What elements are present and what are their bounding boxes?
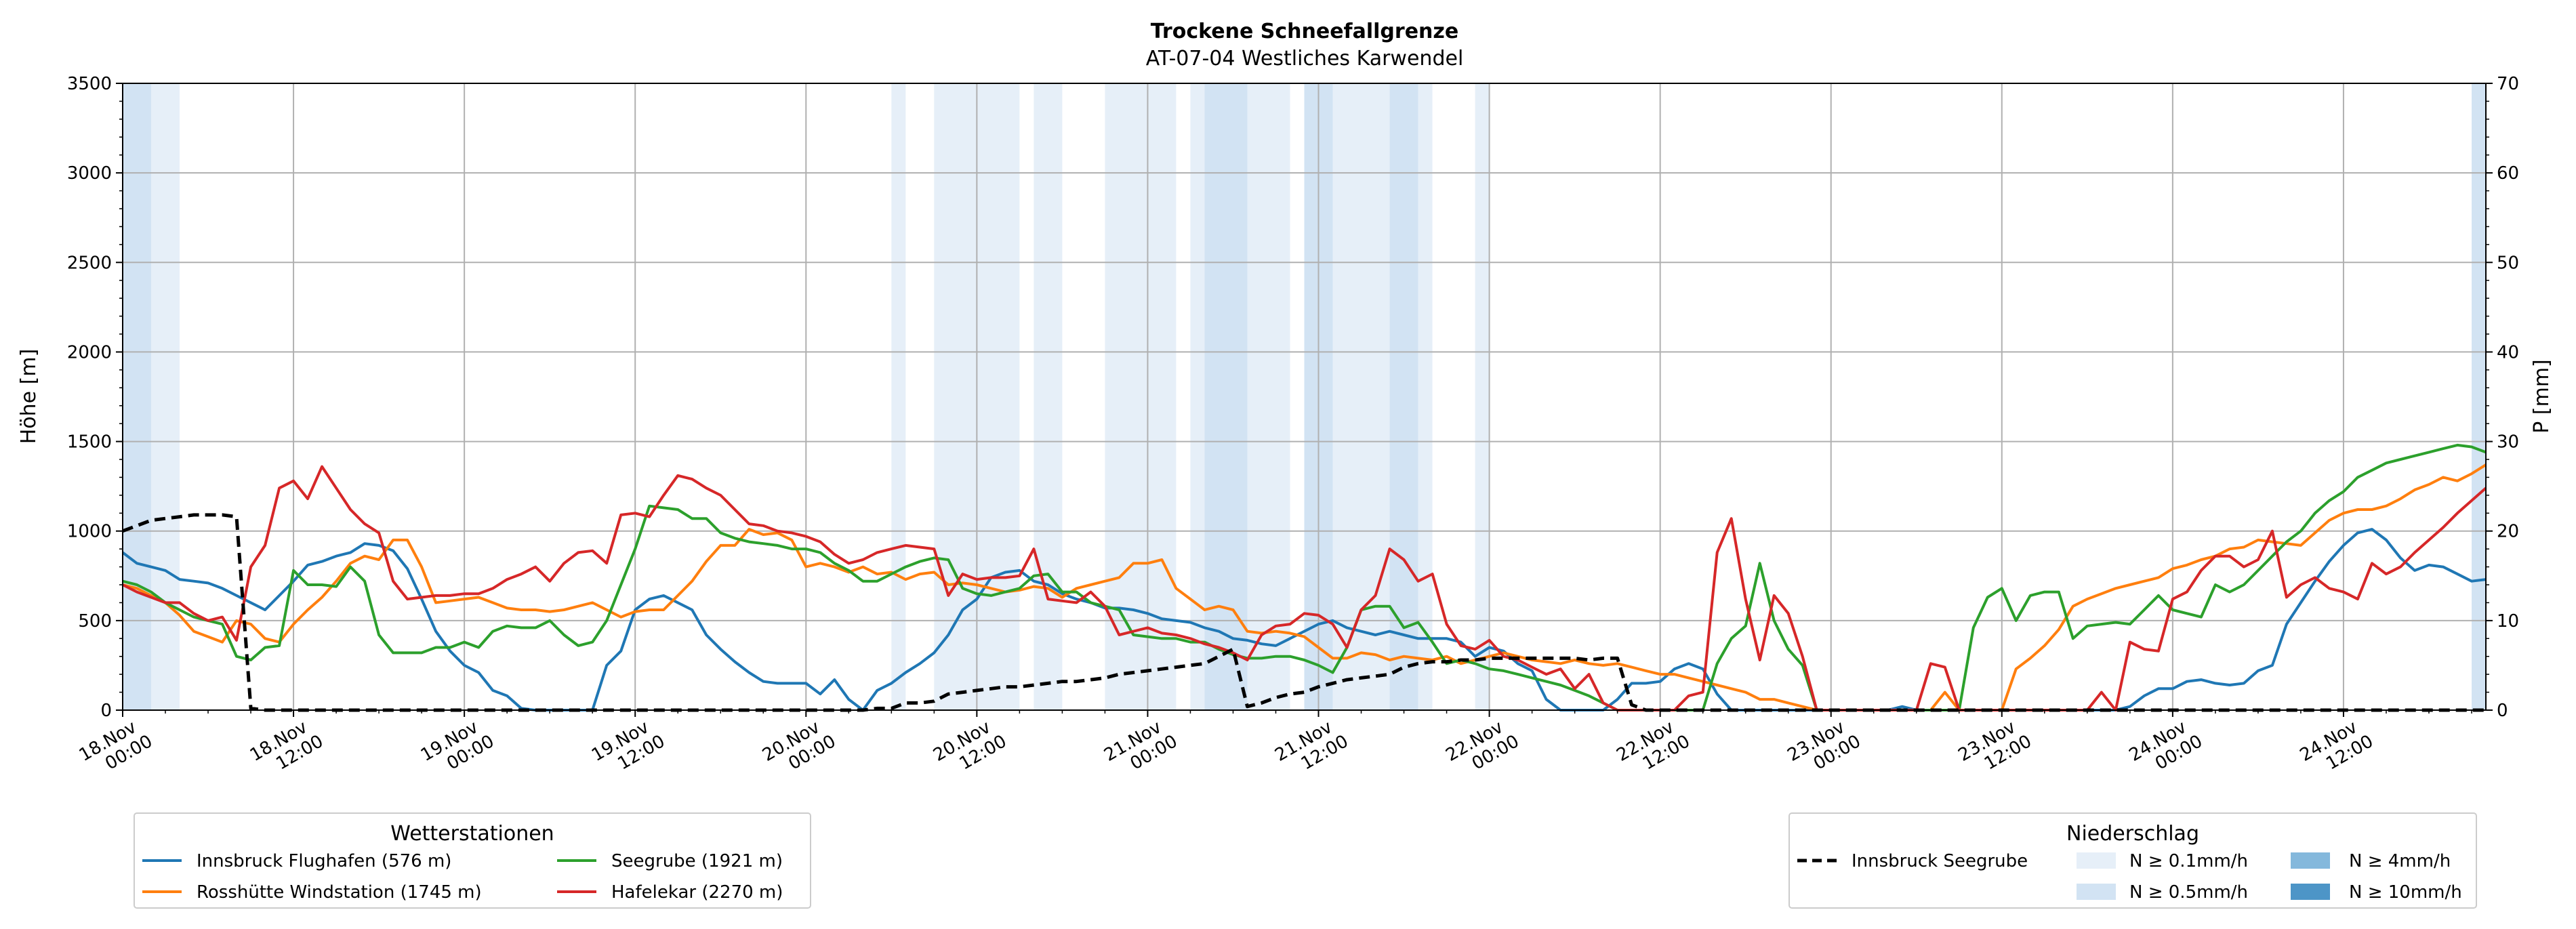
ytick-right-label-4: 40 bbox=[2497, 342, 2519, 363]
xtick-label-5: 20.Nov12:00 bbox=[930, 714, 1010, 783]
precip-band-8 bbox=[1204, 83, 1248, 710]
legend-label-rosshuette: Rosshütte Windstation (1745 m) bbox=[197, 882, 482, 903]
precip-band-13 bbox=[1418, 83, 1433, 710]
precip-band-4 bbox=[977, 83, 1020, 710]
precip-band-6 bbox=[1105, 83, 1177, 710]
xtick-label-10: 23.Nov00:00 bbox=[1784, 714, 1864, 783]
xtick-label-11: 23.Nov12:00 bbox=[1955, 714, 2035, 783]
legend-patch-05 bbox=[2077, 884, 2116, 900]
xtick-label-13: 24.Nov12:00 bbox=[2297, 714, 2377, 783]
series-lines bbox=[121, 443, 2487, 712]
y-axis-label-left: Höhe [m] bbox=[17, 349, 41, 445]
legend-label-hafelekar: Hafelekar (2270 m) bbox=[611, 882, 783, 903]
ytick-left-label-1: 500 bbox=[78, 611, 112, 632]
legend-patch-4 bbox=[2291, 852, 2330, 869]
precip-band-7 bbox=[1190, 83, 1205, 710]
ytick-left-label-4: 2000 bbox=[67, 342, 112, 363]
legend-label-05: N ≥ 0.5mm/h bbox=[2129, 882, 2248, 903]
chart-subtitle: AT-07-04 Westliches Karwendel bbox=[1146, 47, 1464, 70]
ytick-right-label-2: 20 bbox=[2497, 522, 2519, 542]
ytick-left-label-5: 2500 bbox=[67, 253, 112, 273]
series-line-3 bbox=[122, 465, 2487, 711]
legend-precip-title: Niederschlag bbox=[2066, 822, 2199, 846]
legend-precip: Niederschlag Innsbruck Seegrube N ≥ 0.1m… bbox=[1788, 812, 2477, 909]
legend-label-flughafen: Innsbruck Flughafen (576 m) bbox=[197, 851, 451, 871]
plot-frame bbox=[122, 83, 2487, 711]
x-axis: 18.Nov00:00 18.Nov12:00 19.Nov00:00 19.Nov1… bbox=[76, 710, 2472, 783]
ytick-left-label-3: 1500 bbox=[67, 432, 112, 453]
legend-stations-box bbox=[134, 812, 811, 909]
ytick-left-label-0: 0 bbox=[100, 701, 112, 721]
xtick-label-2: 19.Nov00:00 bbox=[417, 714, 497, 783]
legend-patch-01 bbox=[2077, 852, 2116, 869]
legend-stations-title: Wetterstationen bbox=[390, 822, 554, 846]
xtick-label-0: 18.Nov00:00 bbox=[76, 714, 156, 783]
precip-bands bbox=[123, 83, 2486, 710]
xtick-label-12: 24.Nov00:00 bbox=[2126, 714, 2206, 783]
ytick-left-label-6: 3000 bbox=[67, 163, 112, 184]
legend-patch-10 bbox=[2291, 884, 2330, 900]
xtick-label-6: 21.Nov00:00 bbox=[1101, 714, 1181, 783]
precip-band-2 bbox=[891, 83, 906, 710]
precip-band-3 bbox=[934, 83, 977, 710]
legend-label-4: N ≥ 4mm/h bbox=[2349, 851, 2451, 871]
xtick-label-8: 22.Nov00:00 bbox=[1442, 714, 1522, 783]
precip-band-15 bbox=[2471, 83, 2486, 710]
legend-stations: Wetterstationen Innsbruck Flughafen (576… bbox=[134, 812, 811, 909]
y-axis-label-right: P [mm] bbox=[2530, 359, 2554, 433]
y-axis-right: 0 10 20 30 40 50 60 70 bbox=[2486, 74, 2519, 721]
precip-band-0 bbox=[123, 83, 152, 710]
xtick-label-7: 21.Nov12:00 bbox=[1271, 714, 1351, 783]
ytick-right-label-3: 30 bbox=[2497, 432, 2519, 453]
chart-title: Trockene Schneefallgrenze bbox=[1151, 20, 1458, 43]
ytick-right-label-6: 60 bbox=[2497, 163, 2519, 184]
ytick-right-label-1: 10 bbox=[2497, 611, 2519, 632]
ytick-right-label-0: 0 bbox=[2497, 701, 2508, 721]
precip-band-9 bbox=[1247, 83, 1290, 710]
precip-band-1 bbox=[151, 83, 180, 710]
series-line-0 bbox=[121, 528, 2487, 711]
ytick-left-label-2: 1000 bbox=[67, 522, 112, 542]
precip-band-11 bbox=[1332, 83, 1390, 710]
y-axis-left: 0 500 1000 1500 2000 2500 3000 3500 bbox=[67, 74, 123, 721]
series-line-2 bbox=[122, 443, 2487, 711]
ytick-right-label-7: 70 bbox=[2497, 74, 2519, 94]
xtick-label-1: 18.Nov12:00 bbox=[247, 714, 327, 783]
xtick-label-9: 22.Nov12:00 bbox=[1613, 714, 1693, 783]
legend-label-01: N ≥ 0.1mm/h bbox=[2129, 851, 2248, 871]
legend-label-seegrube: Seegrube (1921 m) bbox=[611, 851, 783, 871]
precip-band-14 bbox=[1475, 83, 1490, 710]
ytick-left-label-7: 3500 bbox=[67, 74, 112, 94]
ytick-right-label-5: 50 bbox=[2497, 253, 2519, 273]
precip-band-5 bbox=[1034, 83, 1063, 710]
series-line-1 bbox=[122, 463, 2487, 711]
xtick-label-3: 19.Nov12:00 bbox=[588, 714, 668, 783]
xtick-label-4: 20.Nov00:00 bbox=[759, 714, 839, 783]
precip-band-12 bbox=[1389, 83, 1418, 710]
legend-label-10: N ≥ 10mm/h bbox=[2349, 882, 2462, 903]
legend-label-innsbruck-seegrube: Innsbruck Seegrube bbox=[1852, 851, 2028, 871]
